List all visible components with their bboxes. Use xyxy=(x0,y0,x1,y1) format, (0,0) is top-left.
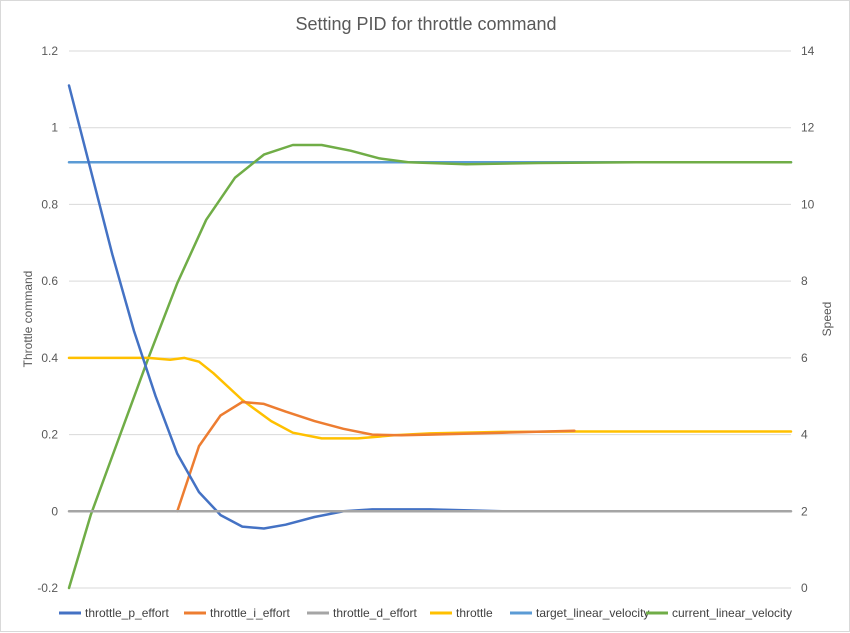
series-line-throttle xyxy=(67,356,793,440)
right-tick-label: 10 xyxy=(801,197,815,211)
left-tick-label: 1 xyxy=(51,121,58,135)
left-tick-label: 1.2 xyxy=(41,44,58,58)
right-tick-label: 0 xyxy=(801,581,808,595)
right-tick-label: 6 xyxy=(801,351,808,365)
right-tick-label: 12 xyxy=(801,121,815,135)
right-tick-label: 4 xyxy=(801,428,808,442)
legend-label: throttle_d_effort xyxy=(333,606,418,620)
right-tick-label: 8 xyxy=(801,274,808,288)
right-tick-label: 2 xyxy=(801,504,808,518)
legend-label: current_linear_velocity xyxy=(672,606,792,620)
legend-label: throttle xyxy=(456,606,493,620)
series-line-current-linear-velocity xyxy=(67,143,793,590)
left-tick-label: 0.4 xyxy=(41,351,58,365)
left-tick-label: 0.2 xyxy=(41,428,58,442)
legend-label: throttle_p_effort xyxy=(85,606,170,620)
left-axis-title: Throttle command xyxy=(21,271,35,368)
legend-label: throttle_i_effort xyxy=(210,606,290,620)
left-axis-ticks: 1.2 1 0.8 0.6 0.4 0.2 0 -0.2 xyxy=(37,44,58,595)
series-layer xyxy=(67,84,793,590)
left-tick-label: 0.6 xyxy=(41,274,58,288)
left-tick-label: 0.8 xyxy=(41,197,58,211)
chart-title: Setting PID for throttle command xyxy=(295,14,556,34)
right-axis-ticks: 14 12 10 8 6 4 2 0 xyxy=(801,44,815,595)
series-line-throttle-p-effort xyxy=(67,84,648,530)
left-tick-label: 0 xyxy=(51,504,58,518)
right-tick-label: 14 xyxy=(801,44,815,58)
right-axis-title: Speed xyxy=(820,302,834,337)
left-tick-label: -0.2 xyxy=(37,581,58,595)
legend: throttle_p_effort throttle_i_effort thrott… xyxy=(59,606,792,620)
series-line-throttle-i-effort xyxy=(176,400,576,513)
legend-label: target_linear_velocity xyxy=(536,606,649,620)
